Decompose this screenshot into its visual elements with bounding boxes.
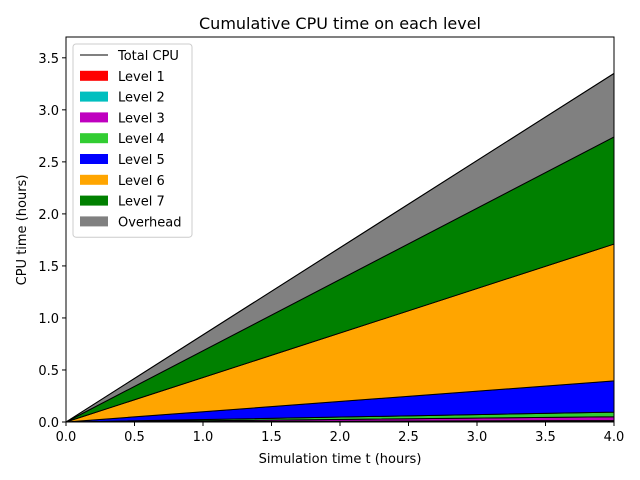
legend: Total CPU Level 1 Level 2 Level 3 Level 4 Lev… (72, 43, 193, 238)
legend-swatch-level-1 (80, 70, 108, 81)
legend-swatch-level-5 (80, 154, 108, 164)
legend-label-level-1: Level 1 (118, 70, 165, 85)
x-tick-label: 1.5 (261, 430, 282, 445)
x-tick-label: 3.0 (467, 430, 488, 445)
y-tick-label: 3.0 (38, 104, 59, 119)
legend-label-total-cpu: Total CPU (117, 49, 179, 64)
legend-label-level-5: Level 5 (118, 153, 165, 168)
legend-label-overhead: Overhead (118, 215, 182, 230)
x-tick-label: 2.0 (330, 430, 351, 445)
legend-swatch-overhead (80, 216, 108, 227)
legend-label-level-7: Level 7 (118, 195, 165, 210)
legend-label-level-2: Level 2 (118, 91, 165, 106)
x-tick-label: 1.0 (193, 430, 214, 445)
x-tick-label: 0.5 (124, 430, 145, 445)
x-tick-label: 2.5 (398, 430, 419, 445)
total-cpu-line (65, 72, 615, 423)
legend-swatch-level-2 (80, 91, 108, 102)
y-tick-label: 1.0 (38, 312, 59, 327)
y-axis-label: CPU time (hours) (15, 175, 30, 286)
legend-swatch-level-3 (80, 112, 108, 123)
x-axis-label: Simulation time t (hours) (259, 452, 422, 467)
legend-label-level-6: Level 6 (118, 174, 165, 189)
x-tick-label: 3.5 (535, 430, 556, 445)
x-tick-label: 4.0 (604, 430, 625, 445)
y-tick-label: 0.5 (38, 364, 59, 379)
total-cpu-line-group (65, 72, 615, 423)
legend-swatch-level-6 (80, 174, 108, 185)
y-axis-ticks: 0.0 0.5 1.0 1.5 2.0 2.5 3.0 3.5 (38, 52, 66, 431)
legend-label-level-3: Level 3 (118, 111, 165, 126)
y-tick-label: 0.0 (38, 416, 59, 431)
y-tick-label: 2.5 (38, 156, 59, 171)
legend-label-level-4: Level 4 (118, 132, 165, 147)
legend-swatch-level-7 (80, 195, 108, 206)
y-tick-label: 3.5 (38, 52, 59, 67)
legend-swatch-level-4 (80, 133, 108, 144)
y-tick-label: 1.5 (38, 260, 59, 275)
chart-title: Cumulative CPU time on each level (199, 14, 481, 33)
x-axis-ticks: 0.0 0.5 1.0 1.5 2.0 2.5 3.0 3.5 4.0 (56, 422, 625, 445)
y-tick-label: 2.0 (38, 208, 59, 223)
x-tick-label: 0.0 (56, 430, 77, 445)
